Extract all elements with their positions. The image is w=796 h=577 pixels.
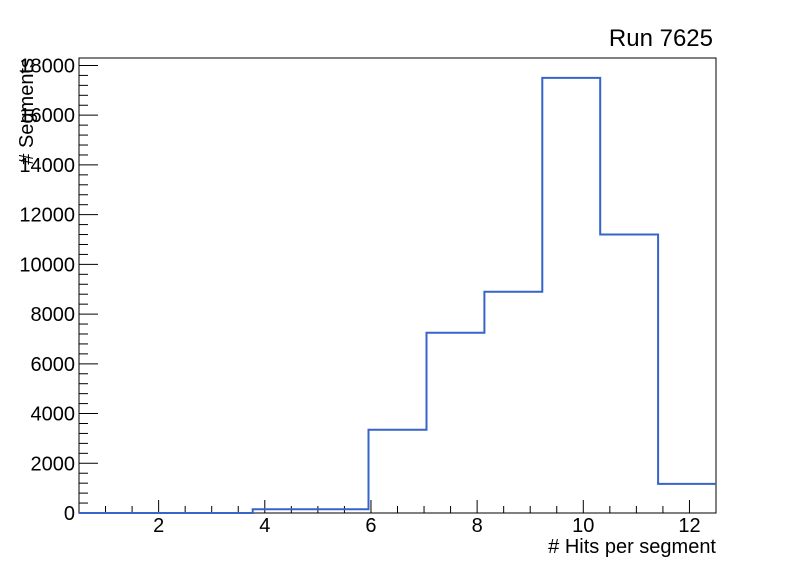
histogram-line: [79, 76, 716, 514]
y-tick-label: 4000: [31, 404, 76, 426]
y-tick-label: 10000: [19, 254, 75, 276]
y-tick-label: 18000: [19, 55, 75, 77]
x-axis: [105, 500, 690, 513]
x-tick-label: 10: [572, 515, 594, 537]
x-axis-tick-labels: 2 4 6 8 10 12: [153, 515, 701, 537]
x-tick-label: 8: [472, 515, 483, 537]
plot-frame: [78, 57, 717, 514]
y-tick-label: 12000: [19, 205, 75, 227]
x-tick-label: 2: [153, 515, 164, 537]
y-axis-title: # Segments: [16, 58, 38, 165]
x-tick-label: 12: [678, 515, 700, 537]
y-axis-tick-labels: 0 2000 4000 6000 8000 10000 12000 14000 16000 180…: [19, 55, 75, 525]
y-tick-label: 6000: [31, 354, 76, 376]
y-tick-label: 16000: [19, 105, 75, 127]
x-axis-title: # Hits per segment: [548, 536, 716, 558]
y-tick-label: 14000: [19, 155, 75, 177]
y-tick-label: 8000: [31, 304, 76, 326]
plot-title: Run 7625: [609, 25, 713, 52]
y-tick-label: 0: [64, 503, 75, 525]
x-tick-label: 4: [259, 515, 270, 537]
x-tick-label: 6: [365, 515, 376, 537]
y-axis: [79, 64, 98, 514]
y-tick-label: 2000: [31, 453, 76, 475]
